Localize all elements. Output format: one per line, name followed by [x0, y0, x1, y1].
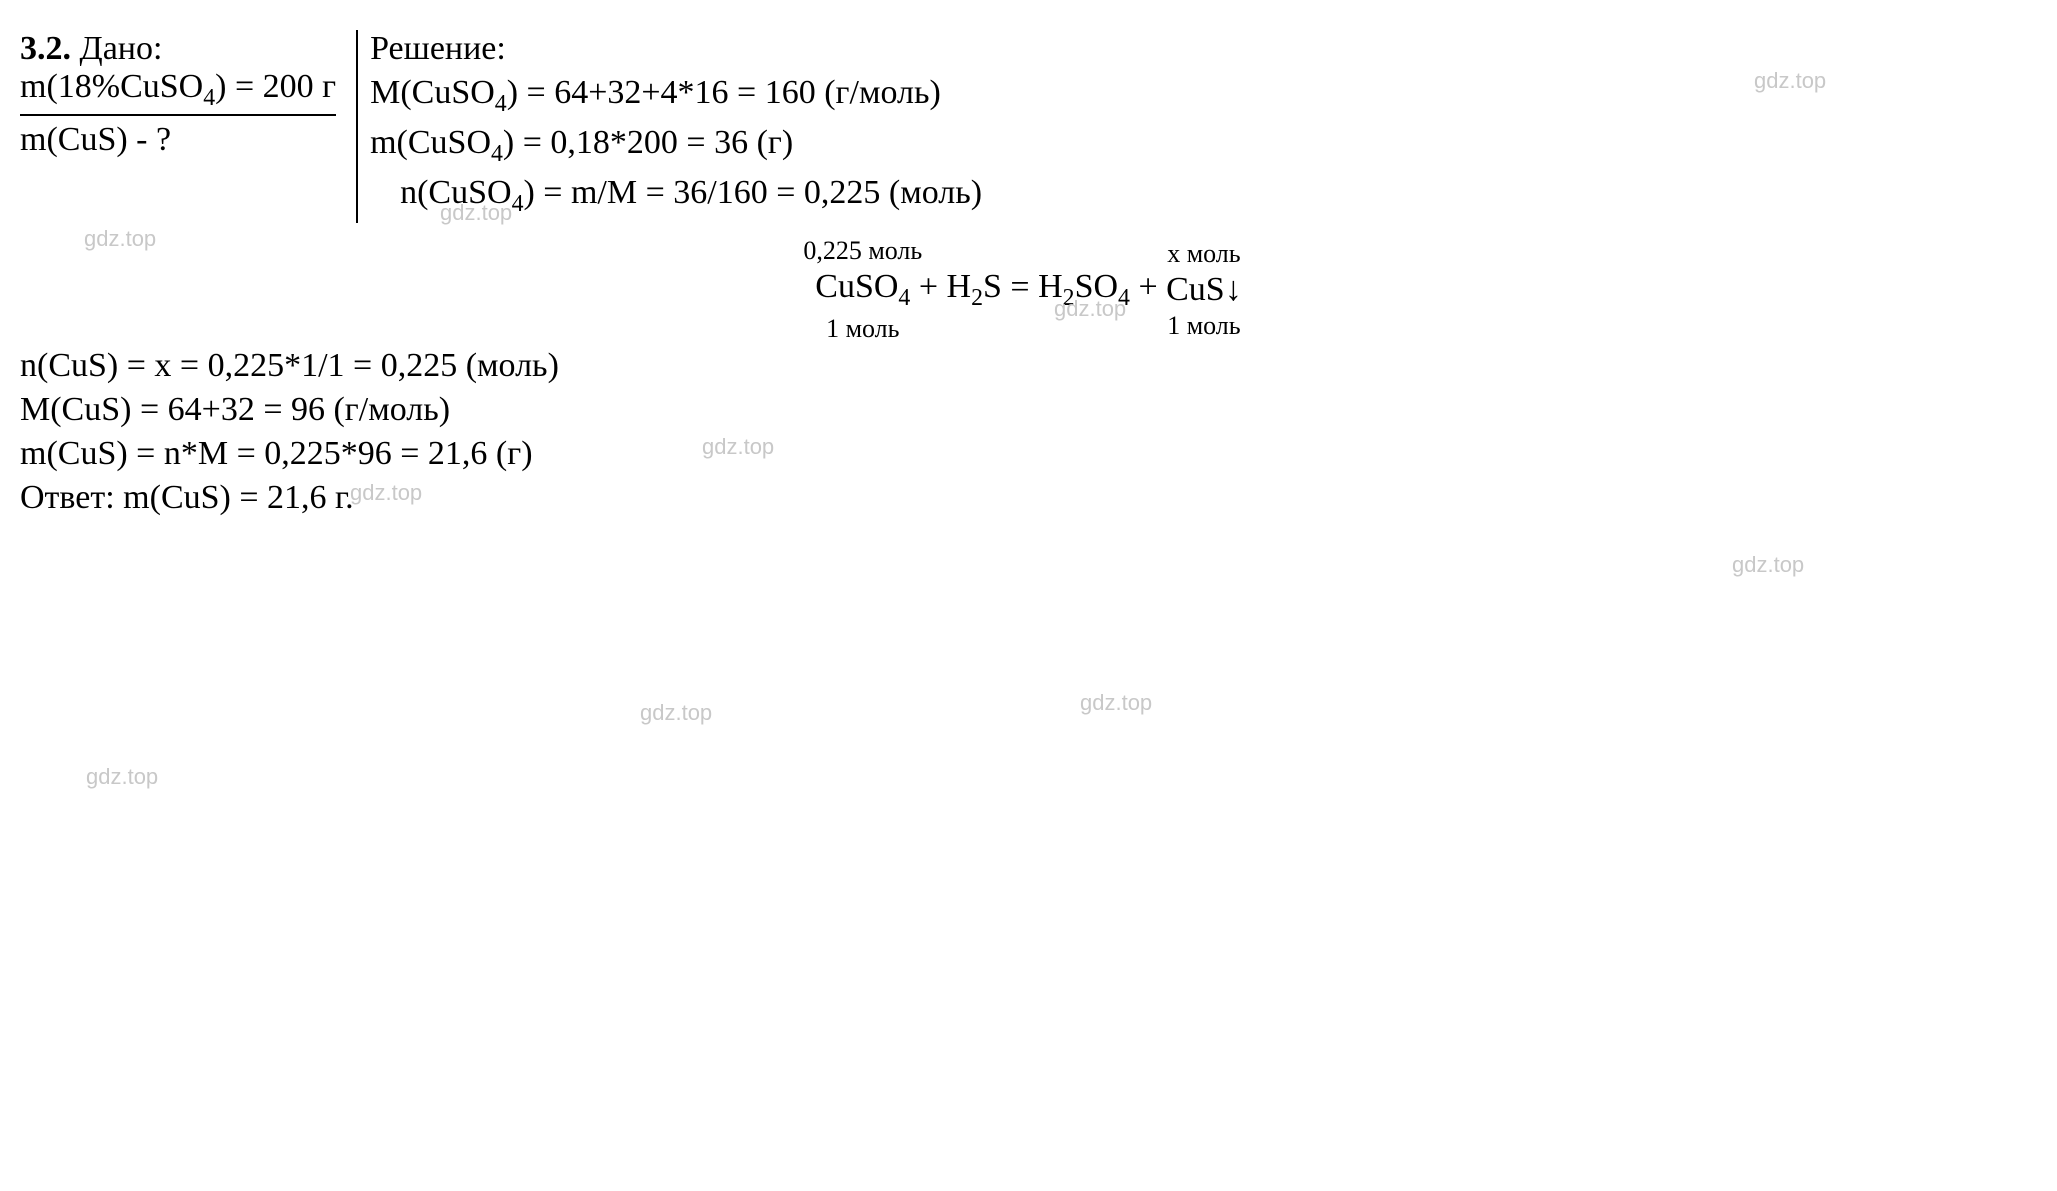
- answer-line: Ответ: m(CuS) = 21,6 г.: [20, 479, 2037, 517]
- answer-label: Ответ:: [20, 479, 115, 516]
- given-section: 3.2. Дано: m(18%CuSO4) = 200 г m(CuS) - …: [20, 30, 356, 159]
- watermark: gdz.top: [1732, 552, 1804, 578]
- given-mass: m(18%CuSO4) = 200 г: [20, 68, 336, 105]
- watermark: gdz.top: [640, 700, 712, 726]
- watermark: gdz.top: [84, 226, 156, 252]
- eq-term-h2s: H2S: [947, 268, 1002, 312]
- given-line-1: 3.2. Дано:: [20, 30, 336, 68]
- eq-plus-2: +: [1138, 269, 1166, 306]
- watermark: gdz.top: [86, 764, 158, 790]
- top-section: 3.2. Дано: m(18%CuSO4) = 200 г m(CuS) - …: [20, 30, 2037, 223]
- eq-upper-1: 0,225 моль: [803, 236, 922, 266]
- eq-term-cuso4: 0,225 моль CuSO4 1 моль: [815, 268, 910, 312]
- eq-lower-1: 1 моль: [826, 314, 899, 344]
- given-label: Дано:: [80, 30, 163, 67]
- bottom-line-3: m(CuS) = n*M = 0,225*96 = 21,6 (г): [20, 435, 2037, 473]
- answer-text: m(CuS) = 21,6 г.: [115, 479, 354, 516]
- chemical-equation: 0,225 моль CuSO4 1 моль + H2S = H2SO4 + …: [20, 268, 2037, 312]
- solution-line-3: n(CuSO4) = m/M = 36/160 = 0,225 (моль): [370, 174, 2037, 218]
- eq-upper-2: х моль: [1167, 239, 1240, 269]
- precipitate-arrow-icon: ↓: [1225, 271, 1242, 309]
- solution-label: Решение:: [370, 30, 2037, 68]
- watermark: gdz.top: [1080, 690, 1152, 716]
- eq-equals: =: [1010, 269, 1038, 306]
- solution-line-1: M(CuSO4) = 64+32+4*16 = 160 (г/моль): [370, 74, 2037, 118]
- solution-line-2: m(CuSO4) = 0,18*200 = 36 (г): [370, 124, 2037, 168]
- eq-term-cus: х моль CuS↓ 1 моль: [1166, 271, 1242, 309]
- problem-number: 3.2.: [20, 30, 71, 67]
- eq-lower-2: 1 моль: [1167, 311, 1240, 341]
- vertical-divider: [356, 30, 358, 223]
- bottom-line-2: M(CuS) = 64+32 = 96 (г/моль): [20, 391, 2037, 429]
- bottom-line-1: n(CuS) = x = 0,225*1/1 = 0,225 (моль): [20, 347, 2037, 385]
- eq-term-h2so4: H2SO4: [1038, 268, 1130, 312]
- given-mass-underline: m(18%CuSO4) = 200 г: [20, 68, 336, 116]
- bottom-section: n(CuS) = x = 0,225*1/1 = 0,225 (моль) M(…: [20, 347, 2037, 517]
- find-line: m(CuS) - ?: [20, 116, 336, 159]
- solution-section: Решение: M(CuSO4) = 64+32+4*16 = 160 (г/…: [370, 30, 2037, 223]
- eq-plus-1: +: [919, 269, 947, 306]
